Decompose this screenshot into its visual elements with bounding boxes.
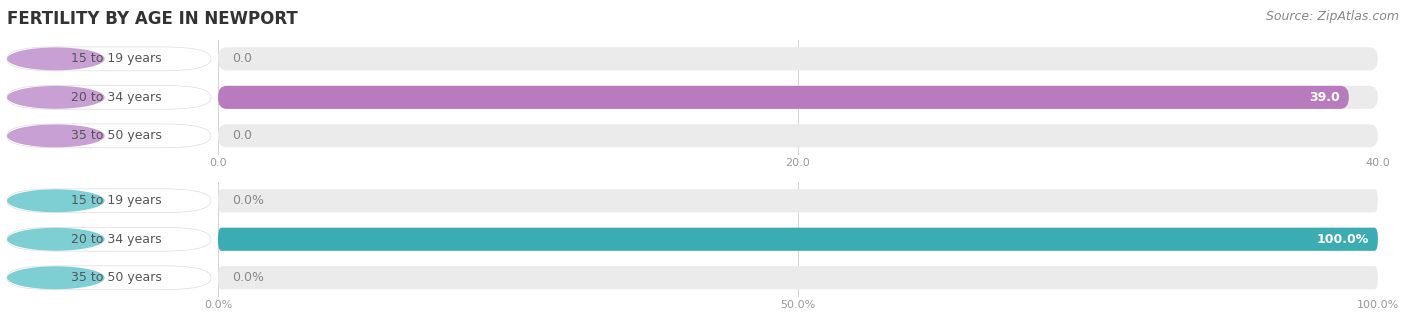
- FancyBboxPatch shape: [218, 124, 1378, 148]
- Text: 100.0%: 100.0%: [1316, 233, 1368, 246]
- FancyBboxPatch shape: [218, 47, 1378, 70]
- Text: 15 to 19 years: 15 to 19 years: [70, 194, 162, 207]
- Text: 20 to 34 years: 20 to 34 years: [70, 233, 162, 246]
- FancyBboxPatch shape: [218, 266, 1378, 289]
- FancyBboxPatch shape: [218, 86, 1348, 109]
- FancyBboxPatch shape: [218, 86, 1378, 109]
- Text: 39.0: 39.0: [1309, 91, 1340, 104]
- Text: 0.0%: 0.0%: [232, 194, 264, 207]
- Text: 15 to 19 years: 15 to 19 years: [70, 52, 162, 65]
- Text: 0.0: 0.0: [232, 52, 252, 65]
- Text: Source: ZipAtlas.com: Source: ZipAtlas.com: [1265, 10, 1399, 23]
- FancyBboxPatch shape: [218, 189, 1378, 212]
- Text: 35 to 50 years: 35 to 50 years: [70, 271, 162, 284]
- Text: FERTILITY BY AGE IN NEWPORT: FERTILITY BY AGE IN NEWPORT: [7, 10, 298, 28]
- Text: 35 to 50 years: 35 to 50 years: [70, 129, 162, 142]
- Text: 0.0: 0.0: [232, 129, 252, 142]
- Text: 0.0%: 0.0%: [232, 271, 264, 284]
- Text: 20 to 34 years: 20 to 34 years: [70, 91, 162, 104]
- FancyBboxPatch shape: [218, 228, 1378, 251]
- FancyBboxPatch shape: [218, 228, 1378, 251]
